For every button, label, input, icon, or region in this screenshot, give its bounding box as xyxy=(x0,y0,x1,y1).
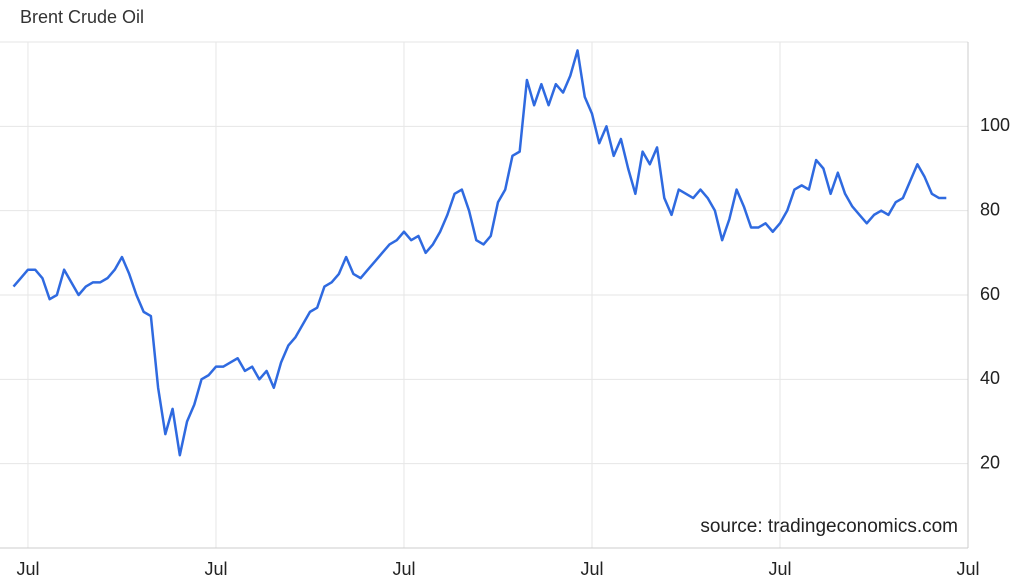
chart-title: Brent Crude Oil xyxy=(20,7,144,27)
y-tick-label: 20 xyxy=(980,452,1000,472)
x-tick-label: Jul xyxy=(956,559,979,579)
x-tick-label: Jul xyxy=(204,559,227,579)
y-tick-label: 80 xyxy=(980,199,1000,219)
y-tick-label: 60 xyxy=(980,284,1000,304)
y-tick-label: 100 xyxy=(980,115,1010,135)
y-tick-label: 40 xyxy=(980,368,1000,388)
price-line xyxy=(12,49,947,457)
x-tick-label: Jul xyxy=(768,559,791,579)
x-tick-label: Jul xyxy=(16,559,39,579)
source-note: source: tradingeconomics.com xyxy=(700,516,958,537)
x-tick-label: Jul xyxy=(392,559,415,579)
x-tick-label: Jul xyxy=(580,559,603,579)
